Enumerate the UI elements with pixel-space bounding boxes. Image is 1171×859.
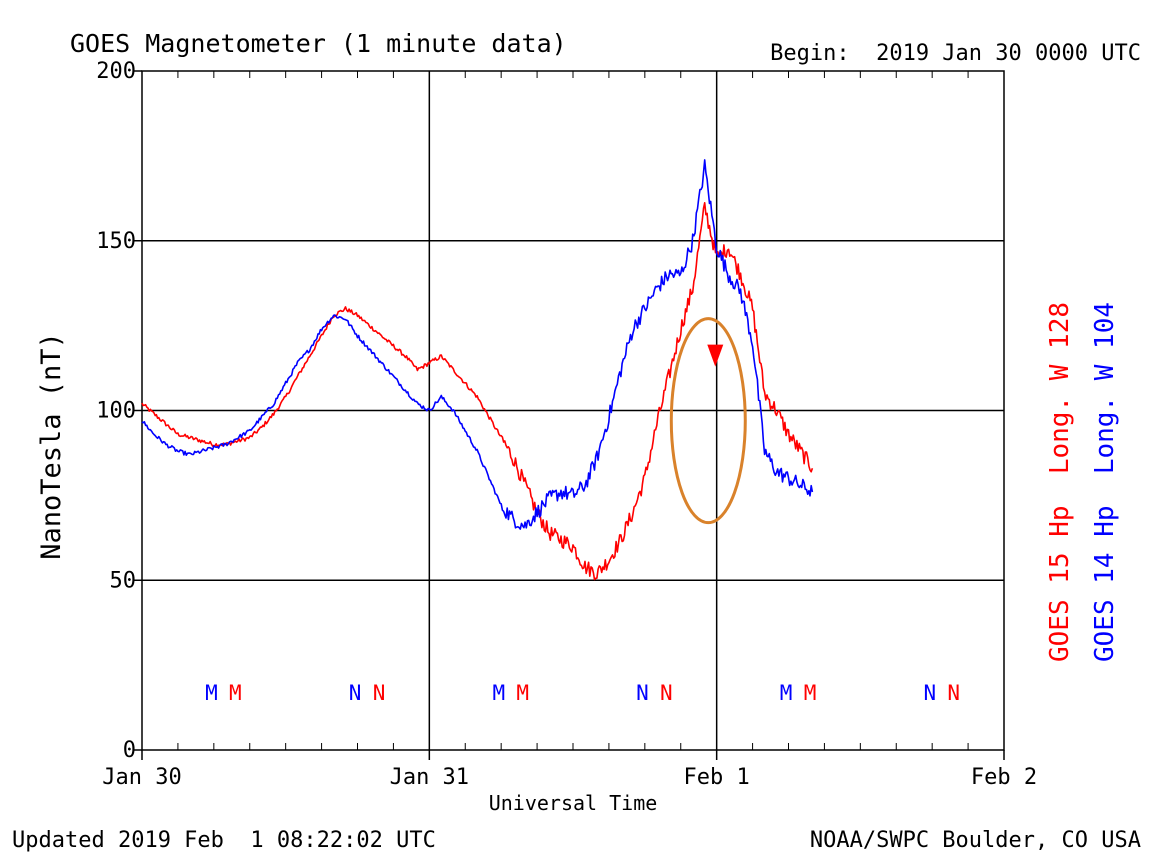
marker-m: M bbox=[229, 681, 242, 705]
marker-n: N bbox=[947, 681, 960, 705]
updated-label: Updated 2019 Feb 1 08:22:02 UTC bbox=[12, 828, 436, 853]
marker-m: M bbox=[804, 681, 817, 705]
marker-m: M bbox=[492, 681, 505, 705]
credit-label: NOAA/SWPC Boulder, CO USA bbox=[810, 828, 1141, 853]
y-tick-label: 100 bbox=[96, 399, 136, 424]
series-layer bbox=[141, 159, 814, 581]
marker-n: N bbox=[349, 681, 362, 705]
legend-goes14: GOES 14 Hp Long. W 104 bbox=[1090, 302, 1120, 662]
marker-n: N bbox=[660, 681, 673, 705]
annotation-ellipse bbox=[669, 317, 747, 525]
series-line-1 bbox=[141, 159, 814, 530]
x-tick-label: Feb 2 bbox=[971, 765, 1037, 790]
tick-layer: 0 50 100 150 200 Jan 30 Jan 31 Feb 1 Feb 2 bbox=[96, 59, 1037, 790]
x-tick-label: Feb 1 bbox=[684, 765, 750, 790]
y-tick-label: 0 bbox=[123, 738, 136, 763]
marker-n: N bbox=[636, 681, 649, 705]
x-tick-label: Jan 31 bbox=[390, 765, 469, 790]
marker-n: N bbox=[373, 681, 386, 705]
marker-n: N bbox=[923, 681, 936, 705]
marker-m: M bbox=[205, 681, 218, 705]
annotation-layer bbox=[669, 317, 747, 525]
begin-label: Begin: 2019 Jan 30 0000 UTC bbox=[770, 41, 1141, 66]
series-line-0 bbox=[141, 202, 814, 581]
y-tick-label: 200 bbox=[96, 59, 136, 84]
annotation-arrow bbox=[707, 344, 724, 367]
y-tick-label: 150 bbox=[96, 229, 136, 254]
chart-title: GOES Magnetometer (1 minute data) bbox=[70, 29, 567, 58]
grid-layer bbox=[141, 70, 1005, 751]
y-tick-label: 50 bbox=[110, 568, 137, 593]
legend-goes15: GOES 15 Hp Long. W 128 bbox=[1045, 302, 1075, 662]
marker-m: M bbox=[516, 681, 529, 705]
x-axis-label: Universal Time bbox=[489, 791, 658, 815]
x-tick-label: Jan 30 bbox=[102, 765, 181, 790]
marker-m: M bbox=[780, 681, 793, 705]
y-axis-label: NanoTesla (nT) bbox=[36, 332, 67, 560]
